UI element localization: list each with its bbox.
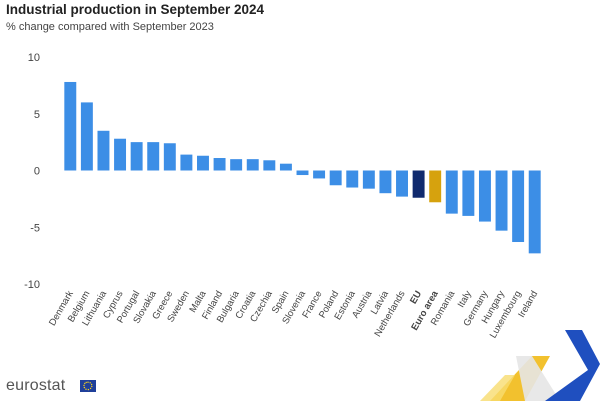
- y-tick-label: 10: [28, 52, 40, 64]
- bar-italy: [462, 170, 475, 216]
- bar-croatia: [246, 159, 259, 171]
- bar-czechia: [263, 160, 276, 171]
- bar-belgium: [80, 102, 93, 171]
- bar-eu: [412, 170, 425, 198]
- bar-germany: [478, 170, 491, 222]
- bar-finland: [213, 158, 226, 171]
- bar-sweden: [180, 154, 193, 171]
- bar-france: [313, 170, 326, 179]
- bar-lithuania: [97, 130, 110, 171]
- bar-poland: [329, 170, 342, 186]
- bar-malta: [197, 155, 209, 171]
- bar-latvia: [379, 170, 392, 194]
- bar-netherlands: [396, 170, 408, 197]
- bar-greece: [163, 143, 176, 171]
- eurostat-logo-text: eurostat: [6, 377, 66, 394]
- bars: [64, 81, 541, 254]
- chart-title: Industrial production in September 2024: [6, 2, 265, 17]
- corner-decoration: [480, 330, 600, 401]
- bar-slovakia: [147, 142, 160, 171]
- eu-flag-icon: [80, 380, 96, 392]
- bar-cyprus: [114, 138, 127, 171]
- bar-austria: [362, 170, 375, 189]
- y-tick-label: 5: [34, 109, 40, 121]
- chart-subtitle: % change compared with September 2023: [6, 21, 214, 33]
- bar-hungary: [495, 170, 508, 231]
- bar-bulgaria: [230, 159, 243, 171]
- bar-slovenia: [296, 170, 309, 176]
- x-axis-labels: DenmarkBelgiumLithuaniaCyprusPortugalSlo…: [47, 288, 540, 340]
- bar-euro-area: [429, 170, 442, 203]
- bar-luxembourg: [512, 170, 525, 243]
- bar-denmark: [64, 81, 77, 171]
- bar-ireland: [528, 170, 541, 254]
- y-tick-label: -10: [24, 279, 40, 291]
- bar-estonia: [346, 170, 359, 188]
- y-axis: 10 5 0 -5 -10: [24, 52, 40, 291]
- y-tick-label: 0: [34, 166, 40, 178]
- y-tick-label: -5: [30, 222, 40, 234]
- bar-portugal: [130, 142, 143, 171]
- bar-romania: [445, 170, 458, 214]
- bar-spain: [279, 163, 292, 171]
